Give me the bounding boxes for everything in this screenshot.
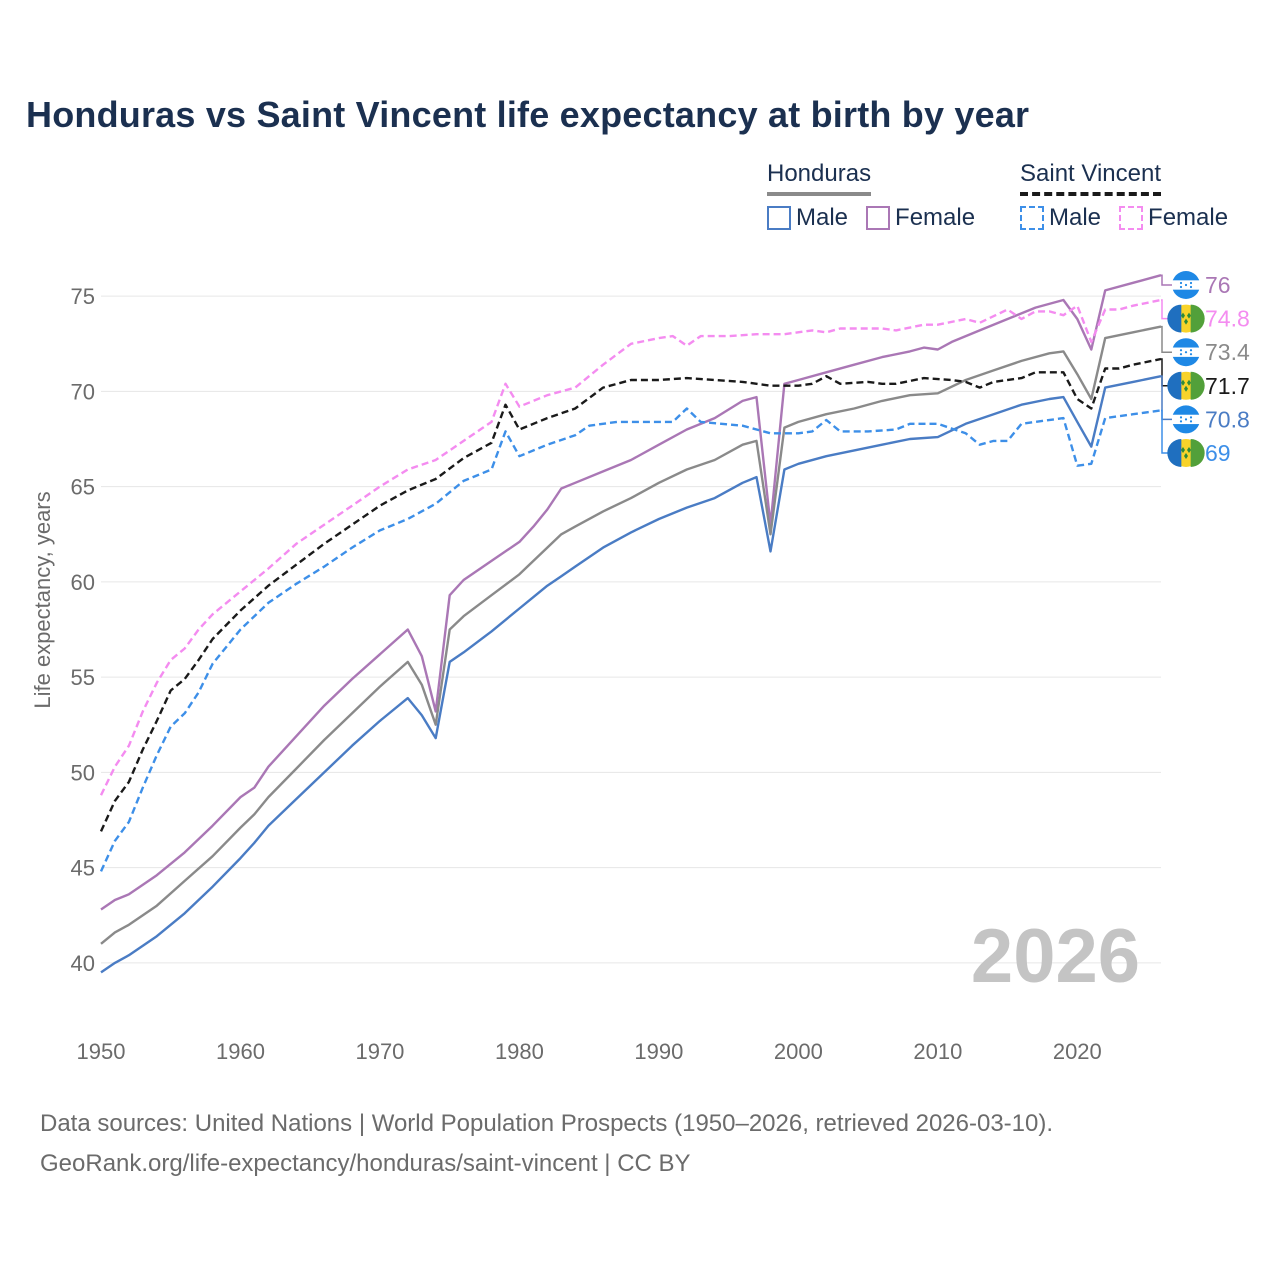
end-label-honduras-total: 73.4 [1205,339,1250,365]
x-tick-2010: 2010 [913,1039,962,1064]
honduras-flag-icon [1172,271,1200,299]
x-tick-1950: 1950 [77,1039,126,1064]
honduras-flag-icon [1172,338,1200,367]
end-connector-honduras-female [1161,274,1175,286]
legend-swatch-saint-vincent-female [1119,206,1144,230]
honduras-flag-icon [1172,405,1200,434]
y-tick-45: 45 [71,856,95,881]
end-labels: 76 74.8 73.4 71.7 70.8 69 [1161,271,1250,467]
legend-group-honduras: Honduras Male Female [767,160,993,232]
series-lines [99,274,1162,974]
series-line-honduras-male[interactable] [100,375,1162,974]
series-line-saint-vincent-total[interactable] [99,357,1162,832]
year-watermark: 2026 [971,914,1140,999]
end-label-honduras-female: 76 [1205,272,1231,298]
legend-item-honduras-female[interactable]: Female [866,204,975,232]
series-line-honduras-total[interactable] [100,325,1162,945]
x-tick-2020: 2020 [1053,1039,1102,1064]
legend-group-saint-vincent: Saint Vincent Male Female [1020,160,1246,232]
end-label-saint-vincent-female: 74.8 [1205,306,1250,332]
legend-item-honduras-male[interactable]: Male [767,204,848,232]
legend-item-saint-vincent-female[interactable]: Female [1119,204,1228,232]
legend-label-saint-vincent-male: Male [1049,204,1102,231]
saint-vincent-flag-icon [1167,371,1205,400]
end-label-saint-vincent-total: 71.7 [1205,373,1250,399]
series-line-saint-vincent-male[interactable] [99,407,1162,872]
end-label-honduras-male: 70.8 [1205,406,1250,432]
legend-swatch-saint-vincent-male [1020,206,1044,230]
legend-label-honduras-male: Male [796,204,849,231]
end-label-saint-vincent-male: 69 [1205,440,1231,466]
saint-vincent-flag-icon [1167,304,1205,333]
legend-group-title-saint-vincent: Saint Vincent [1020,160,1161,196]
x-tick-1980: 1980 [495,1039,544,1064]
y-tick-70: 70 [71,379,95,404]
y-tick-60: 60 [71,570,95,595]
legend-item-saint-vincent-male[interactable]: Male [1020,204,1101,232]
axis-labels: 40 45 50 55 60 65 70 75 1950 1960 1970 1980 1990 2000… [30,284,1102,1064]
saint-vincent-flag-icon [1167,439,1205,467]
grid-lines [101,295,1161,964]
footer-sources: Data sources: United Nations | World Pop… [40,1110,1054,1137]
footer-link[interactable]: GeoRank.org/life-expectancy/honduras/sai… [40,1150,691,1177]
x-tick-2000: 2000 [774,1039,823,1064]
x-tick-1970: 1970 [355,1039,404,1064]
legend-label-saint-vincent-female: Female [1148,204,1229,231]
legend-label-honduras-female: Female [895,204,976,231]
legend-swatch-honduras-female [866,206,891,230]
y-tick-75: 75 [71,284,95,309]
y-tick-65: 65 [71,475,95,500]
series-line-saint-vincent-female[interactable] [99,298,1162,796]
series-line-honduras-female[interactable] [100,274,1162,911]
y-tick-40: 40 [71,951,95,976]
x-tick-1990: 1990 [634,1039,683,1064]
legend-swatch-honduras-male [767,206,791,230]
legend-group-title-honduras: Honduras [767,160,872,196]
end-connector-honduras-total [1161,325,1175,353]
end-connector-honduras-male [1161,375,1175,421]
x-tick-1960: 1960 [216,1039,265,1064]
year-watermark-layer: 2026 [971,914,1140,999]
y-tick-50: 50 [71,760,95,785]
chart-title: Honduras vs Saint Vincent life expectanc… [26,94,1030,135]
y-tick-55: 55 [71,665,95,690]
footer: Data sources: United Nations | World Pop… [40,1104,1053,1184]
y-axis-label: Life expectancy, years [30,491,55,708]
